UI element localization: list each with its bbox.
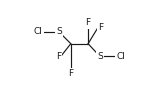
Text: S: S (56, 27, 62, 36)
Text: S: S (97, 52, 103, 61)
Text: F: F (98, 23, 103, 32)
Text: F: F (56, 52, 61, 61)
Text: F: F (68, 69, 73, 78)
Text: Cl: Cl (116, 52, 125, 61)
Text: F: F (85, 18, 91, 27)
Text: Cl: Cl (34, 27, 43, 36)
